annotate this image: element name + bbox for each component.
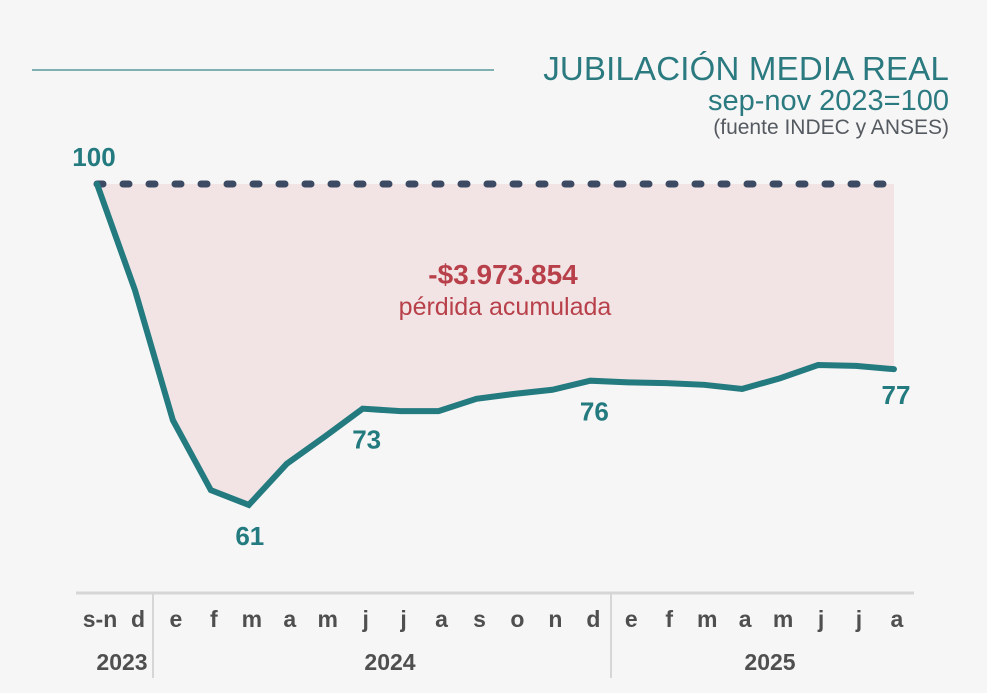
x-tick-label: j bbox=[817, 606, 824, 632]
x-tick-label: d bbox=[131, 606, 145, 632]
x-tick-label: j bbox=[855, 606, 862, 632]
year-label: 2025 bbox=[744, 649, 795, 675]
chart-title: JUBILACIÓN MEDIA REAL bbox=[543, 50, 949, 87]
x-tick-label: d bbox=[586, 606, 600, 632]
x-tick-label: o bbox=[510, 606, 524, 632]
x-tick-label: a bbox=[283, 606, 296, 632]
loss-area bbox=[97, 184, 894, 505]
x-tick-label: s-n bbox=[83, 606, 118, 632]
year-label: 2024 bbox=[364, 649, 415, 675]
x-tick-label: m bbox=[773, 606, 793, 632]
x-tick-label: j bbox=[361, 606, 368, 632]
x-tick-label: j bbox=[399, 606, 406, 632]
x-tick-label: m bbox=[697, 606, 717, 632]
x-tick-label: n bbox=[548, 606, 562, 632]
data-label: 73 bbox=[352, 425, 381, 455]
x-tick-label: a bbox=[435, 606, 448, 632]
x-tick-label: m bbox=[242, 606, 262, 632]
loss-amount: -$3.973.854 bbox=[428, 259, 578, 290]
data-label: 100 bbox=[72, 142, 115, 172]
loss-caption: pérdida acumulada bbox=[399, 293, 612, 321]
x-tick-label: s bbox=[473, 606, 486, 632]
series-line bbox=[94, 181, 897, 509]
x-tick-label: m bbox=[317, 606, 337, 632]
data-label: 61 bbox=[235, 521, 264, 551]
x-tick-label: f bbox=[210, 606, 218, 632]
x-tick-label: e bbox=[625, 606, 638, 632]
chart-source: (fuente INDEC y ANSES) bbox=[713, 116, 949, 139]
x-tick-label: a bbox=[891, 606, 904, 632]
x-tick-label: a bbox=[739, 606, 752, 632]
x-tick-label: f bbox=[665, 606, 673, 632]
x-tick-label: e bbox=[170, 606, 183, 632]
data-label: 76 bbox=[580, 397, 609, 427]
chart-subtitle: sep-nov 2023=100 bbox=[707, 85, 949, 117]
data-label: 77 bbox=[881, 380, 910, 410]
year-label: 2023 bbox=[96, 649, 147, 675]
chart-title-block: JUBILACIÓN MEDIA REAL sep-nov 2023=100 (… bbox=[543, 52, 949, 140]
title-rule bbox=[32, 69, 494, 71]
